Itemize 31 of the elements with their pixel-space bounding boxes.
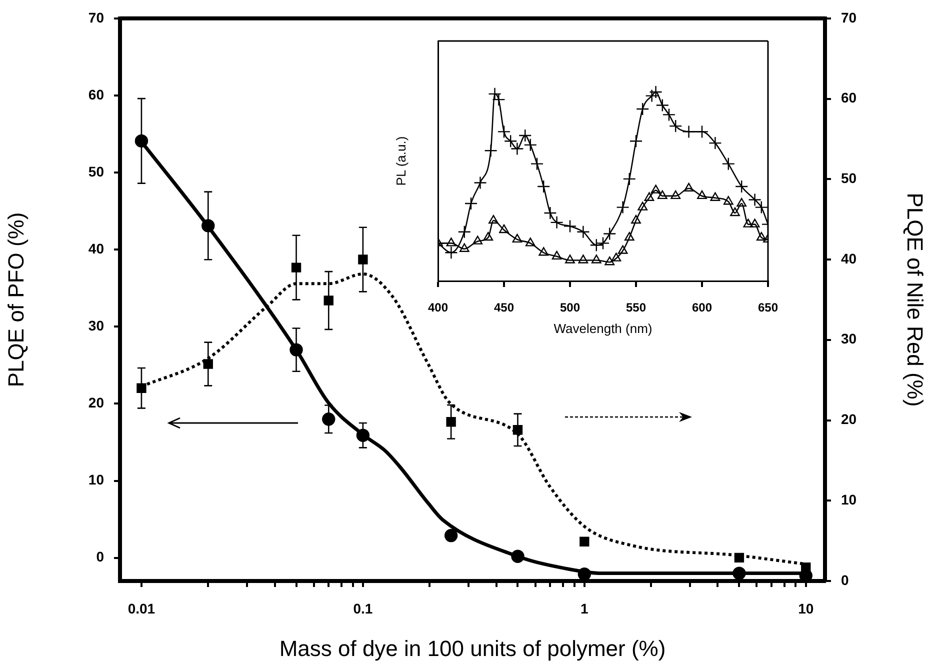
x-tick-label: 10 (798, 600, 814, 616)
x-tick-label: 500 (560, 300, 580, 315)
y2-tick-label: 40 (841, 250, 857, 266)
y2-tick-label: 0 (841, 572, 849, 588)
y2-tick-label: 10 (841, 491, 857, 508)
y-tick-label: 70 (88, 9, 104, 26)
x-tick-label: 1 (580, 600, 589, 616)
x-tick-label: 650 (758, 300, 778, 315)
y2-tick-label: 70 (841, 9, 857, 26)
y-tick-label: 20 (88, 394, 104, 411)
y-axis-title: PL (a.u.) (393, 136, 408, 186)
y2-tick-label: 60 (841, 90, 857, 106)
y-tick-label: 0 (96, 548, 104, 565)
y-tick-label: 40 (88, 240, 104, 256)
y2-tick-label: 50 (841, 170, 857, 186)
y-tick-label: 30 (88, 318, 104, 334)
x-tick-label: 450 (494, 300, 514, 315)
y2-tick-label: 20 (841, 411, 857, 428)
x-tick-label: 400 (428, 300, 448, 315)
x-tick-label: 550 (626, 300, 646, 315)
x-tick-label: 0.01 (128, 600, 156, 616)
y-tick-label: 60 (88, 86, 104, 102)
x-tick-label: 0.1 (353, 600, 373, 616)
y-tick-label: 10 (88, 472, 104, 488)
x-tick-label: 600 (692, 300, 712, 315)
y-axis-title: PLQE of PFO (%) (3, 212, 28, 388)
y2-axis-title: PLQE of Nile Red (%) (902, 192, 928, 407)
x-axis-title: Mass of dye in 100 units of polymer (%) (279, 636, 666, 661)
x-axis-title: Wavelength (nm) (554, 320, 652, 336)
y-tick-label: 50 (88, 163, 104, 180)
y2-tick-label: 30 (841, 330, 857, 347)
